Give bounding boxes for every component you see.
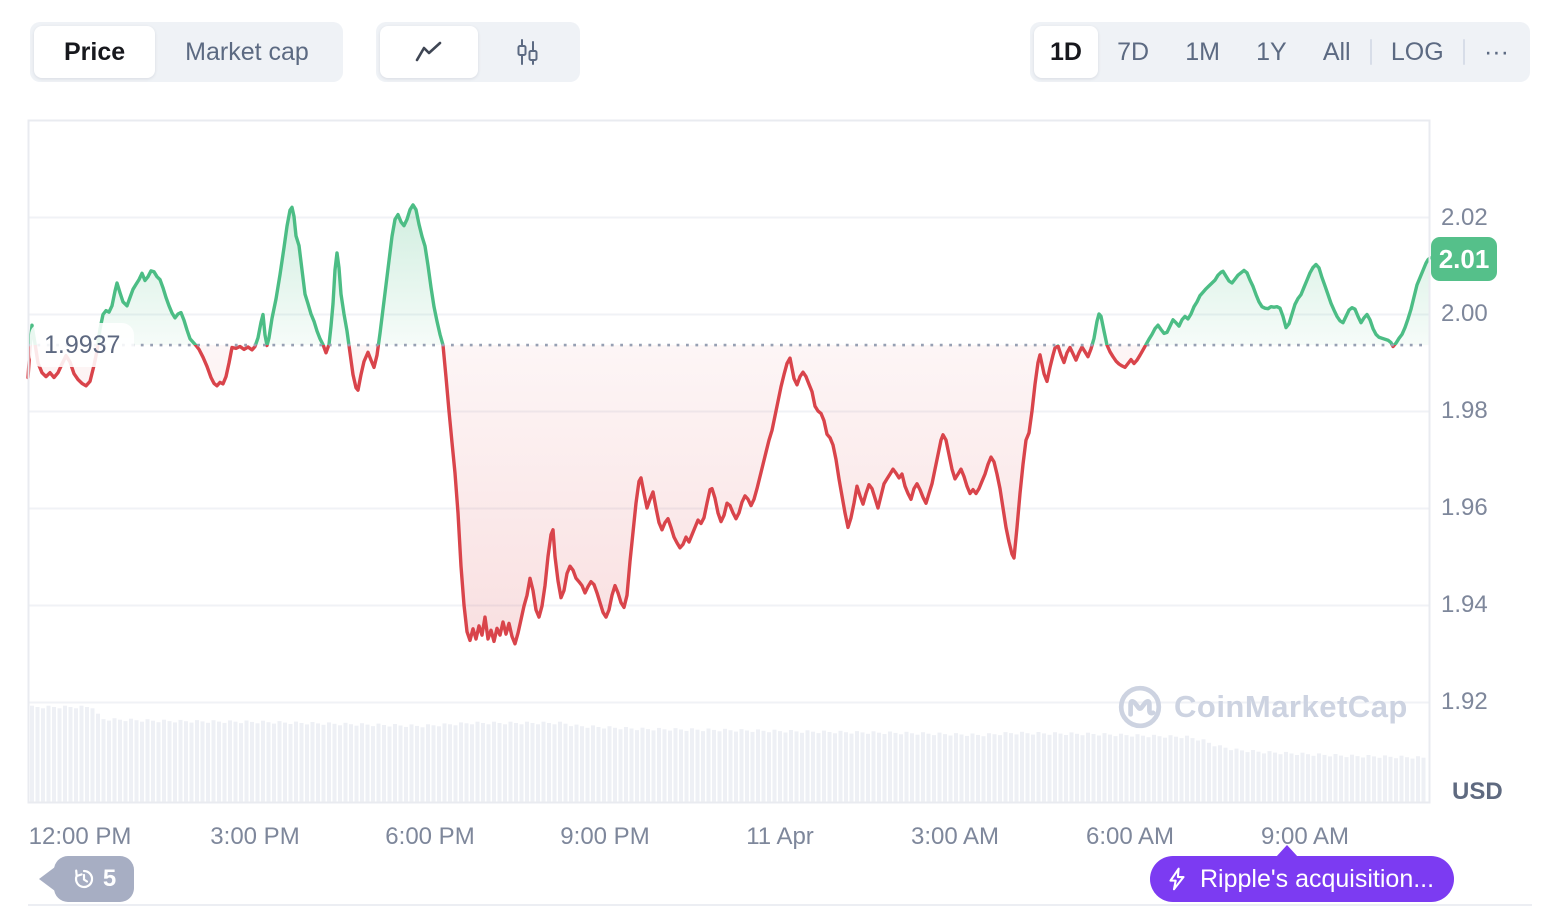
range-1y-button[interactable]: 1Y bbox=[1256, 37, 1287, 66]
time-range-group: 1D 7D 1M 1Y All LOG ··· bbox=[1030, 22, 1530, 82]
x-tick-label: 9:00 AM bbox=[1260, 823, 1350, 850]
line-chart-icon bbox=[415, 41, 442, 62]
history-clock-icon bbox=[74, 869, 93, 889]
y-tick-label: 1.98 bbox=[1441, 397, 1488, 424]
y-tick-label: 2.00 bbox=[1441, 300, 1488, 327]
range-7d-button[interactable]: 7D bbox=[1117, 37, 1150, 66]
y-tick-label: 2.02 bbox=[1441, 204, 1488, 231]
range-divider bbox=[1462, 39, 1465, 65]
current-price-badge: 2.01 bbox=[1431, 237, 1497, 281]
range-divider bbox=[1369, 39, 1372, 65]
coinmarketcap-logo-icon bbox=[1118, 685, 1162, 729]
bottom-divider bbox=[28, 904, 1532, 906]
chart-type-toggle-group bbox=[376, 22, 580, 82]
baseline-price-label: 1.9937 bbox=[30, 323, 135, 367]
x-tick-label: 3:00 PM bbox=[210, 823, 300, 850]
metric-toggle-group: Price Market cap bbox=[30, 22, 343, 82]
x-tick-label: 12:00 PM bbox=[28, 823, 132, 850]
y-tick-label: 1.94 bbox=[1441, 591, 1488, 618]
candlestick-chart-button[interactable] bbox=[478, 26, 576, 78]
price-tab[interactable]: Price bbox=[34, 26, 156, 78]
news-annotation-text: Ripple's acquisition... bbox=[1200, 864, 1435, 893]
news-annotation-badge[interactable]: Ripple's acquisition... bbox=[1150, 845, 1455, 902]
candlestick-icon bbox=[517, 39, 538, 65]
x-tick-label: 3:00 AM bbox=[910, 823, 1000, 850]
y-tick-label: 1.96 bbox=[1441, 494, 1488, 521]
x-tick-label: 6:00 PM bbox=[385, 823, 475, 850]
lightning-bolt-icon bbox=[1169, 867, 1185, 891]
x-tick-label: 11 Apr bbox=[746, 823, 814, 850]
coinmarketcap-watermark: CoinMarketCap bbox=[1117, 684, 1408, 730]
line-chart-button[interactable] bbox=[380, 26, 478, 78]
news-history-bubble[interactable]: 5 bbox=[54, 856, 134, 902]
y-tick-label: 1.92 bbox=[1441, 688, 1488, 715]
x-tick-label: 6:00 AM bbox=[1085, 823, 1175, 850]
y-axis-unit-label: USD bbox=[1452, 778, 1503, 805]
range-all-button[interactable]: All bbox=[1322, 37, 1351, 66]
range-1d-button[interactable]: 1D bbox=[1034, 26, 1098, 78]
more-options-button[interactable]: ··· bbox=[1483, 37, 1509, 66]
range-1m-button[interactable]: 1M bbox=[1185, 37, 1220, 66]
log-scale-button[interactable]: LOG bbox=[1390, 37, 1444, 66]
watermark-text: CoinMarketCap bbox=[1174, 689, 1408, 724]
history-count: 5 bbox=[102, 865, 117, 892]
x-tick-label: 9:00 PM bbox=[560, 823, 650, 850]
market-cap-tab[interactable]: Market cap bbox=[185, 37, 309, 66]
